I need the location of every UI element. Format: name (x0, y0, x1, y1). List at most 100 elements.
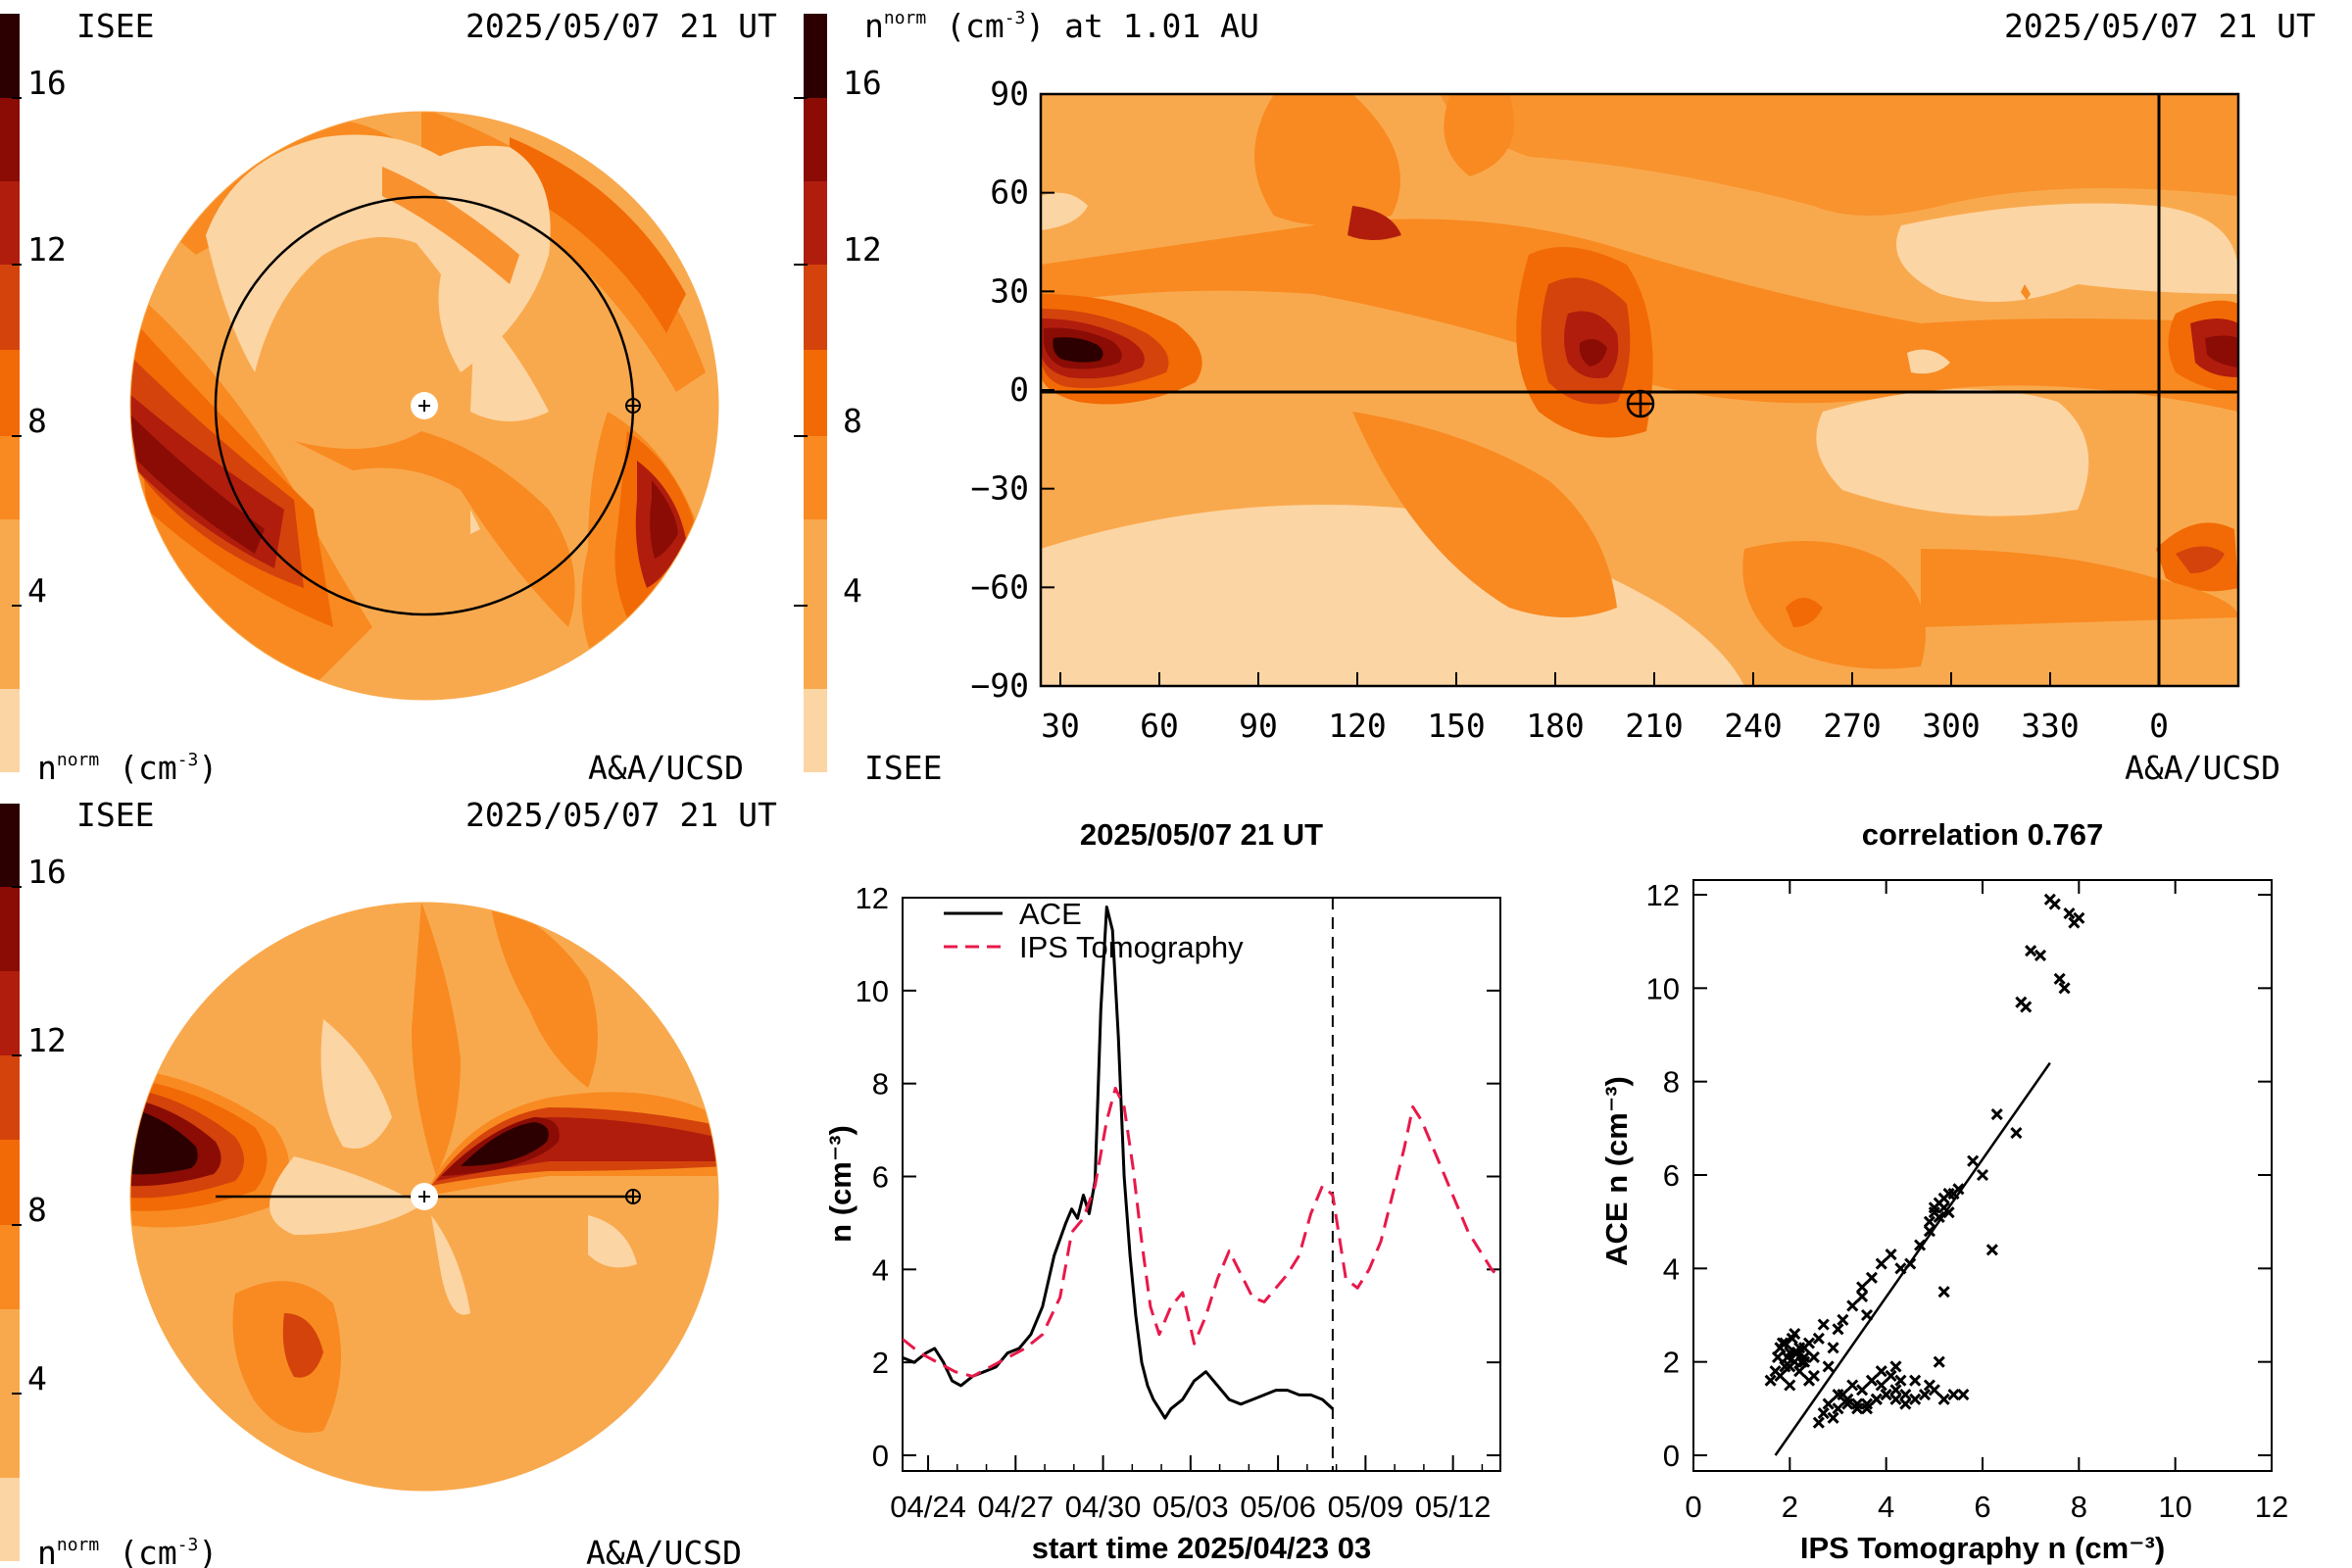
x-tick-label: 05/06 (1240, 1490, 1316, 1524)
x-tick-label: 04/27 (978, 1490, 1054, 1524)
x-tick-label: 8 (2071, 1490, 2087, 1524)
y-tick-label: 2 (1663, 1346, 1680, 1380)
map-y-axis: 90 60 30 0 −30 −60 −90 (970, 74, 1054, 705)
map-x-tick-label: 330 (2021, 707, 2080, 745)
map-x-tick-label: 60 (1140, 707, 1179, 745)
scatter-point (1880, 1388, 1892, 1401)
y-tick-label: 0 (872, 1439, 889, 1473)
scatter-point (1957, 1388, 1970, 1401)
x-tick-label: 6 (1974, 1490, 1990, 1524)
scatter-point (2020, 1001, 2033, 1013)
y-tick-label: 12 (1646, 878, 1680, 912)
scatter-point (1781, 1350, 1793, 1363)
scatter-point (1865, 1374, 1878, 1387)
x-tick-label: 4 (1878, 1490, 1894, 1524)
credit-label: A&A/UCSD (586, 1534, 742, 1568)
x-tick-label: 05/12 (1415, 1490, 1492, 1524)
map-x-axis: 30 60 90 120 150 180 210 240 270 300 330 0 (1041, 672, 2169, 745)
y-tick-label: 4 (872, 1252, 889, 1287)
scatter-point (1817, 1318, 1830, 1331)
earth-marker (1626, 389, 1655, 418)
y-tick-label: 0 (1663, 1439, 1680, 1473)
regression-line (1774, 1061, 2051, 1456)
scatter-point (1885, 1248, 1897, 1261)
scatter-point (1894, 1374, 1907, 1387)
scatter-point (1802, 1374, 1816, 1387)
map-y-tick-label: −30 (970, 469, 1029, 508)
scatter-point (1776, 1337, 1789, 1349)
scatter-point (1918, 1388, 1932, 1401)
polar-panel-bottom: 4 8 12 16 (0, 796, 777, 1568)
map-x-tick-label: 300 (1922, 707, 1981, 745)
y-tick-label: 2 (872, 1346, 889, 1380)
scatter-point (1899, 1388, 1912, 1401)
y-tick-label: 10 (856, 974, 889, 1008)
svg-text:nnorm (cm-3) at 1.01 AU: nnorm (cm-3) at 1.01 AU (864, 7, 1259, 45)
series-line-ace (903, 906, 1334, 1420)
map-title: nnorm (cm-3) at 1.01 AU (864, 7, 1259, 45)
scatter-point (1976, 1168, 1989, 1182)
sun-marker (411, 392, 438, 419)
y-tick-label: 6 (872, 1160, 889, 1195)
scatter-point (1798, 1342, 1811, 1354)
scatter-point (1784, 1379, 1796, 1392)
scatter-point (1952, 1183, 1965, 1196)
scatter-chart: correlation 0.767 0 2 4 6 8 10 12 0 2 4 6 8 10 12 IPS… (1599, 817, 2288, 1565)
scatter-point (1885, 1369, 1897, 1383)
scatter-point (1793, 1365, 1806, 1378)
x-tick-label: 04/24 (890, 1490, 966, 1524)
series-lines (903, 898, 1500, 1471)
timestamp: 2025/05/07 21 UT (466, 796, 777, 834)
cbar-tick-4: 4 (27, 571, 47, 610)
scatter-points (1764, 893, 2085, 1456)
colorbar-top-right: 4 8 12 16 (794, 14, 882, 772)
y-tick-label: 10 (1646, 971, 1680, 1005)
scatter-point (1889, 1393, 1902, 1405)
map-y-tick-label: −90 (970, 666, 1029, 705)
sun-marker (411, 1183, 438, 1210)
scatter-point (1923, 1215, 1936, 1228)
scatter-point (1784, 1360, 1796, 1373)
scatter-point (1856, 1290, 1869, 1302)
cbar-tick-16: 16 (27, 853, 67, 891)
source-label: ISEE (76, 7, 154, 45)
scatter-point (1837, 1313, 1849, 1326)
x-tick-label: 05/09 (1328, 1490, 1404, 1524)
scatter-point (1827, 1411, 1839, 1424)
source-label: ISEE (76, 796, 154, 834)
scatter-point (1914, 1239, 1927, 1251)
scatter-point (1875, 1257, 1887, 1270)
scatter-point (1899, 1397, 1912, 1410)
plot-frame (902, 897, 1501, 1472)
colorbar-bottom-left: 4 8 12 16 (0, 804, 67, 1561)
scatter-point (1909, 1374, 1922, 1387)
y-axis-label: ACE n (cm⁻³) (1599, 1076, 1634, 1266)
y-tick-label: 4 (1663, 1251, 1680, 1286)
scatter-point (1832, 1388, 1844, 1401)
scatter-point (1774, 1369, 1787, 1383)
scatter-point (1841, 1393, 1854, 1405)
map-x-tick-label: 270 (1823, 707, 1882, 745)
credit-label: A&A/UCSD (588, 749, 744, 787)
svg-text:nnorm (cm-3): nnorm (cm-3) (37, 749, 218, 787)
scatter-point (1923, 1379, 1936, 1392)
scatter-point (1875, 1379, 1887, 1392)
scatter-point (1764, 1374, 1777, 1387)
lat-lon-panel: 4 8 12 16 (794, 7, 2316, 787)
y-tick-label: 8 (872, 1067, 889, 1102)
chart-title: correlation 0.767 (1862, 817, 2103, 852)
scatter-point (1786, 1332, 1798, 1345)
map-x-tick-label: 240 (1724, 707, 1783, 745)
scatter-point (2034, 949, 2047, 962)
scatter-point (1812, 1332, 1825, 1345)
time-series-chart: 2025/05/07 21 UT 0 2 4 6 8 10 12 04/24 04/27 04/3… (823, 817, 1501, 1565)
cbar-tick-12: 12 (843, 230, 882, 269)
scatter-point (1933, 1355, 1945, 1368)
series-line-ips-tomography (903, 1086, 1500, 1378)
legend-label-ips: IPS Tomography (1019, 930, 1244, 964)
scatter-point (1889, 1384, 1902, 1396)
scatter-point (1933, 1210, 1945, 1223)
time-axes: 0 2 4 6 8 10 12 04/24 04/27 04/30 05/03 05/06 05/09 0… (856, 881, 1500, 1524)
scatter-point (1812, 1416, 1825, 1429)
